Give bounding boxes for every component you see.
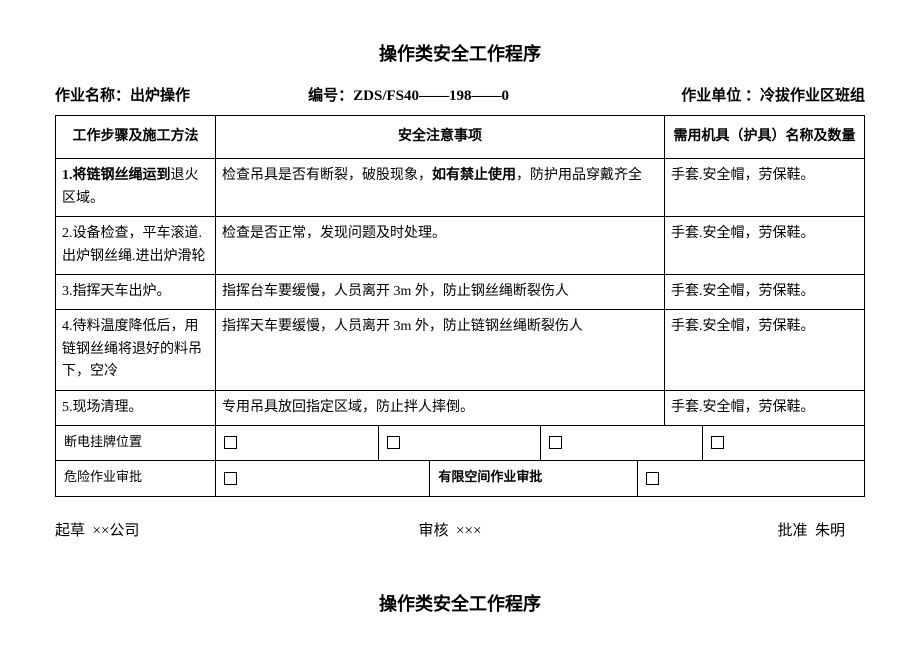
header-unit: 作业单位 ：冷拔作业区班组	[612, 84, 865, 105]
approve-label: 批准	[777, 523, 807, 539]
cell-tools: 手套.安全帽，劳保鞋。	[665, 159, 865, 217]
procedure-table: 工作步骤及施工方法 安全注意事项 需用机具（护具）名称及数量 1.将链钢丝绳运到…	[55, 115, 865, 497]
name-value: 出炉操作	[130, 88, 190, 104]
table-row: 5.现场清理。 专用吊具放回指定区域，防止拌人摔倒。 手套.安全帽，劳保鞋。	[56, 390, 865, 425]
review-label: 审核	[419, 523, 449, 539]
cell-step: 5.现场清理。	[56, 390, 216, 425]
page-title: 操作类安全工作程序	[55, 40, 865, 66]
cell-note: 指挥台车要缓慢，人员离开 3m 外，防止钢丝绳断裂伤人	[216, 274, 665, 309]
danger-cells: 有限空间作业审批	[216, 461, 865, 496]
name-label: 作业名称：	[55, 88, 130, 104]
note-bold: 如有禁止使用	[432, 168, 516, 183]
step-bold: 1.将链钢丝绳运到	[62, 168, 171, 183]
cell-step: 2.设备检查，平车滚道.出炉钢丝绳.进出炉滑轮	[56, 217, 216, 275]
note-b: ，防护用品穿戴齐全	[516, 168, 642, 183]
power-label: 断电挂牌位置	[56, 425, 216, 460]
approve-value: 朱明	[815, 523, 845, 539]
header-row: 作业名称：出炉操作 编号：ZDS/FS40——198——0 作业单位 ：冷拔作业…	[55, 84, 865, 105]
cell-note: 指挥天车要缓慢，人员离开 3m 外，防止链钢丝绳断裂伤人	[216, 310, 665, 390]
table-row: 2.设备检查，平车滚道.出炉钢丝绳.进出炉滑轮 检查是否正常，发现问题及时处理。…	[56, 217, 865, 275]
checkbox-icon	[549, 436, 562, 449]
draft-value: ××公司	[93, 523, 140, 539]
table-row: 3.指挥天车出炉。 指挥台车要缓慢，人员离开 3m 外，防止钢丝绳断裂伤人 手套…	[56, 274, 865, 309]
review-value: ×××	[456, 523, 481, 539]
danger-label: 危险作业审批	[56, 461, 216, 496]
checkbox-icon	[646, 472, 659, 485]
cell-tools: 手套.安全帽，劳保鞋。	[665, 274, 865, 309]
cell-note: 检查吊具是否有断裂，破股现象，如有禁止使用，防护用品穿戴齐全	[216, 159, 665, 217]
footer-review: 审核 ×××	[318, 519, 581, 540]
checkbox-icon	[224, 436, 237, 449]
code-value: ZDS/FS40——198——0	[353, 88, 509, 104]
note-a: 检查吊具是否有断裂，破股现象，	[222, 168, 432, 183]
code-label: 编号：	[308, 88, 353, 104]
danger-approval-row: 危险作业审批 有限空间作业审批	[56, 461, 865, 496]
footer-approve: 批准 朱明	[582, 519, 865, 540]
cell-tools: 手套.安全帽，劳保鞋。	[665, 390, 865, 425]
checkbox-icon	[711, 436, 724, 449]
unit-value: 冷拔作业区班组	[760, 88, 865, 104]
col-tools: 需用机具（护具）名称及数量	[665, 116, 865, 159]
col-notes: 安全注意事项	[216, 116, 665, 159]
header-name: 作业名称：出炉操作	[55, 84, 308, 105]
cell-note: 专用吊具放回指定区域，防止拌人摔倒。	[216, 390, 665, 425]
table-header-row: 工作步骤及施工方法 安全注意事项 需用机具（护具）名称及数量	[56, 116, 865, 159]
table-row: 1.将链钢丝绳运到退火区域。 检查吊具是否有断裂，破股现象，如有禁止使用，防护用…	[56, 159, 865, 217]
cell-note: 检查是否正常，发现问题及时处理。	[216, 217, 665, 275]
footer-draft: 起草 ××公司	[55, 519, 318, 540]
checkbox-icon	[224, 472, 237, 485]
cell-step: 1.将链钢丝绳运到退火区域。	[56, 159, 216, 217]
cell-tools: 手套.安全帽，劳保鞋。	[665, 217, 865, 275]
table-row: 4.待料温度降低后，用链钢丝绳将退好的料吊下，空冷 指挥天车要缓慢，人员离开 3…	[56, 310, 865, 390]
limited-space-label: 有限空间作业审批	[430, 461, 637, 495]
header-code: 编号：ZDS/FS40——198——0	[308, 84, 612, 105]
col-steps: 工作步骤及施工方法	[56, 116, 216, 159]
checkbox-icon	[387, 436, 400, 449]
cell-tools: 手套.安全帽，劳保鞋。	[665, 310, 865, 390]
cell-step: 3.指挥天车出炉。	[56, 274, 216, 309]
power-tag-row: 断电挂牌位置	[56, 425, 865, 460]
footer-row: 起草 ××公司 审核 ××× 批准 朱明	[55, 519, 865, 540]
power-checks	[216, 425, 865, 460]
draft-label: 起草	[55, 523, 85, 539]
page-title-2: 操作类安全工作程序	[55, 590, 865, 616]
unit-label: 作业单位 ：	[681, 88, 760, 104]
cell-step: 4.待料温度降低后，用链钢丝绳将退好的料吊下，空冷	[56, 310, 216, 390]
